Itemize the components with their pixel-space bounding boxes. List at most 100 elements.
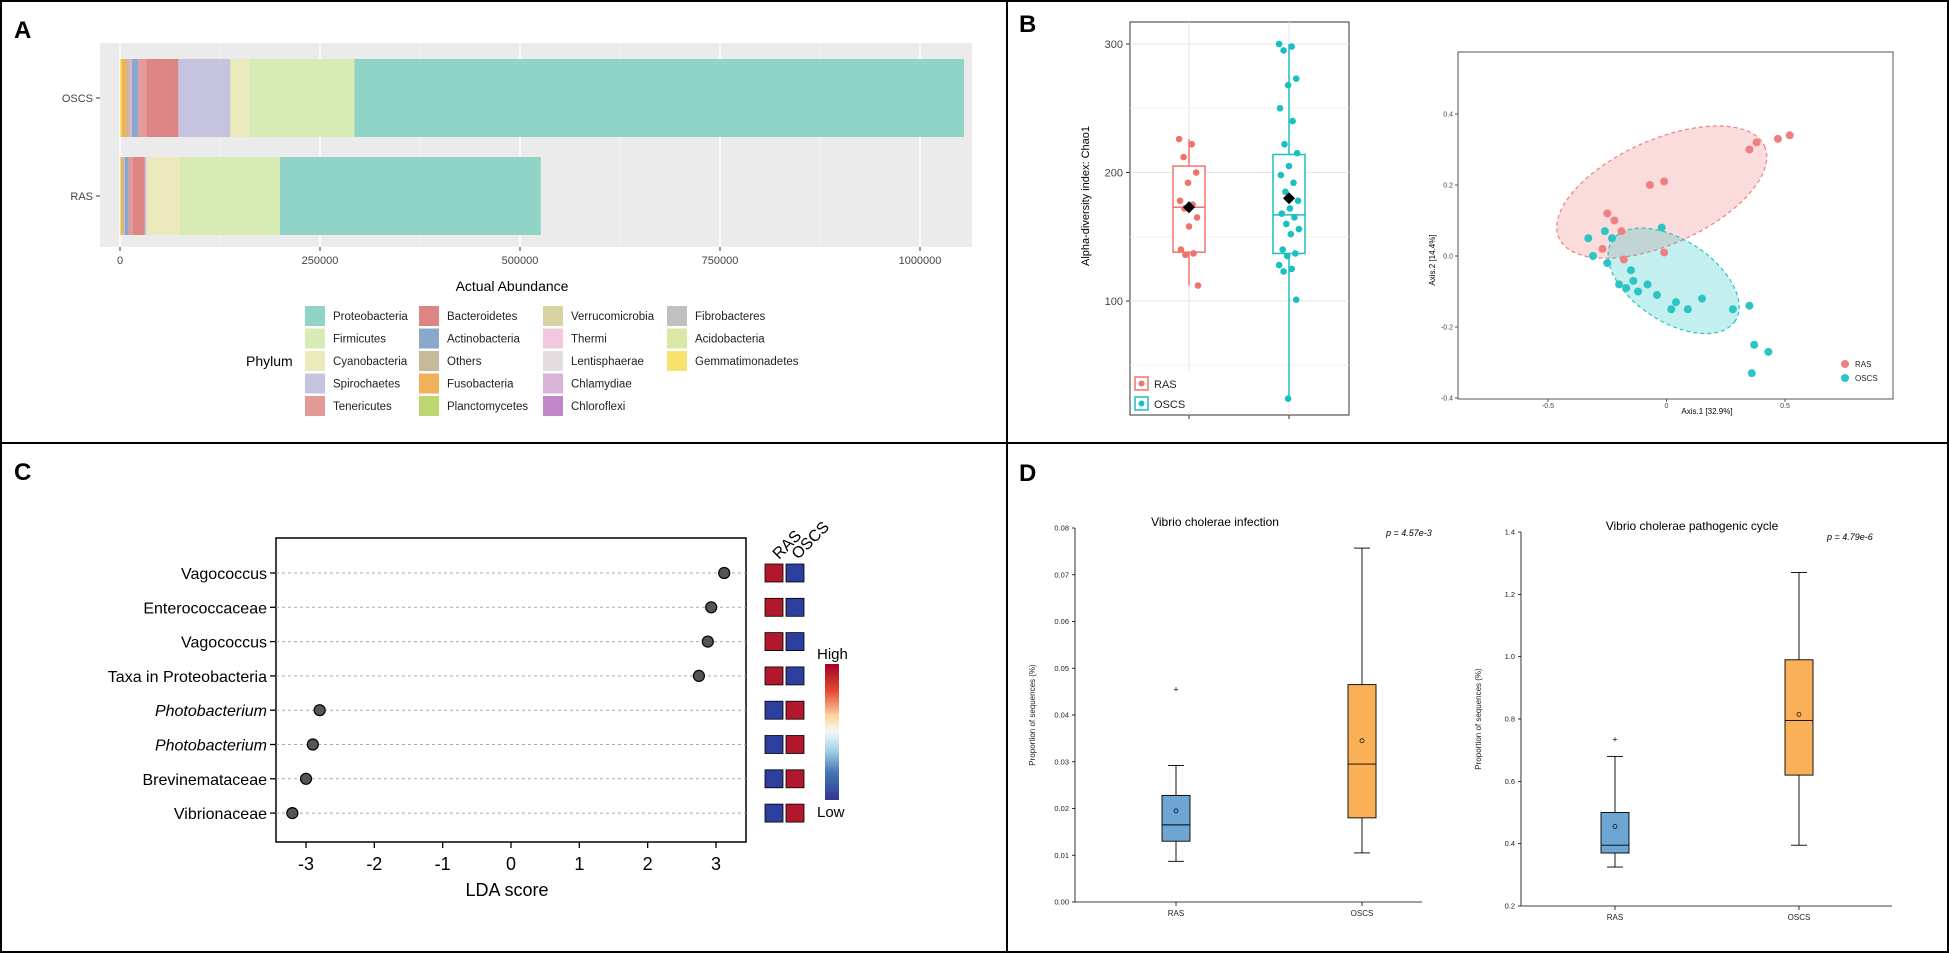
panel-b-pcoa-point-oscs — [1589, 252, 1598, 260]
panel-d-infection-boxplot: 0.00 0.01 0.02 0.03 0.04 0.05 0.06 0.07 0.08 Vibr… — [1028, 515, 1432, 918]
panel-b-alpha-diversity-boxplot: 100 200 300 RAS OSCS Alpha-diversity index: … — [1080, 21, 1350, 419]
panel-c-heat-cell-ras — [764, 597, 784, 617]
panel-d-tick-label: 0.00 — [1054, 898, 1069, 907]
panel-b-legend-label: OSCS — [1154, 399, 1185, 411]
panel-a-legend-swatch — [543, 328, 563, 349]
panel-d-outlier-marker: + — [1173, 684, 1178, 694]
panel-c-heat-cell-ras — [764, 700, 784, 720]
panel-b-pcoa-point-oscs — [1698, 294, 1707, 303]
panel-b-pcoa-tick-label: -0.5 — [1542, 403, 1554, 410]
panel-b-pcoa-scatter: -0.5 0 0.5 -0.4 -0.2 0.0 0.2 0.4 RAS OSCS Axis.1 … — [1428, 51, 1894, 416]
panel-a-legend-swatch — [543, 373, 563, 394]
panel-b-y-axis-title: Alpha-diversity index: Chao1 — [1080, 126, 1092, 266]
panel-a-bar-segment-fusobacteria — [120, 157, 123, 235]
panel-c-heat-cell-oscs — [785, 632, 805, 651]
panel-c-heat-cell-ras — [764, 769, 784, 789]
panel-a-legend-swatch — [419, 396, 439, 416]
panel-b-pcoa-tick-label: -0.2 — [1441, 325, 1453, 332]
panel-a-legend-swatch — [667, 328, 687, 349]
panel-a-legend-label: Planctomycetes — [447, 401, 528, 413]
panel-c-lda-point — [313, 704, 326, 717]
panel-b-point — [1276, 104, 1284, 112]
panel-c-lda-point — [701, 635, 714, 648]
panel-c-heat-cell-oscs — [785, 597, 805, 617]
panel-b-point — [1292, 296, 1300, 304]
panel-a-legend-swatch — [419, 373, 439, 394]
panel-d-mean-marker — [1796, 711, 1802, 717]
panel-c-lda-point — [692, 669, 706, 683]
panel-d-pvalue: p = 4.79e-6 — [1826, 532, 1873, 542]
panel-b-point — [1193, 214, 1201, 221]
panel-b-legend-key-point — [1138, 380, 1145, 387]
panel-a-bar-segment-gemmatimonadetes — [120, 59, 122, 137]
panel-d-box-oscs — [1347, 684, 1377, 819]
panel-b-point — [1291, 214, 1298, 221]
panel-b-pcoa-point-oscs — [1747, 369, 1756, 378]
panel-c-heat-cell-oscs — [785, 735, 805, 754]
panel-b-legend-label: RAS — [1154, 379, 1177, 391]
panel-b-pcoa-legend-label: OSCS — [1855, 374, 1878, 383]
panel-b-pcoa-point-oscs — [1626, 266, 1635, 275]
panel-b-tick-label: 100 — [1105, 296, 1123, 308]
panel-d-tick-label: 0.02 — [1054, 804, 1069, 813]
panel-c-tick-label: -1 — [435, 854, 451, 874]
panel-c-lda-point — [306, 738, 319, 751]
panel-a-bar-segment-gemmatimonadetes — [120, 157, 121, 235]
panel-b-pcoa-point-oscs — [1634, 287, 1643, 296]
panel-d-mean-marker — [1612, 824, 1618, 829]
panel-b-point — [1278, 210, 1286, 217]
panel-a-bar-segment-firmicutes — [248, 59, 355, 137]
panel-b-point — [1282, 188, 1289, 196]
panel-a-bar-segment-bacteroidetes — [132, 157, 145, 235]
panel-letter-a: A — [14, 17, 31, 44]
panel-b-point — [1292, 75, 1300, 82]
panel-a-legend-swatch — [419, 306, 439, 326]
panel-b-pcoa-point-oscs — [1750, 340, 1759, 349]
panel-b-pcoa-point-ras — [1752, 138, 1761, 147]
panel-b-pcoa-point-oscs — [1745, 301, 1754, 310]
panel-a-legend-label: Bacteroidetes — [447, 311, 518, 323]
panel-b-pcoa-point-oscs — [1615, 280, 1624, 289]
panel-b-pcoa-legend-label: RAS — [1855, 360, 1871, 369]
panel-b-pcoa-point-ras — [1660, 248, 1669, 257]
panel-b-pcoa-point-ras — [1617, 227, 1626, 236]
panel-b-point — [1180, 153, 1187, 161]
panel-b-pcoa-legend-key — [1841, 374, 1849, 382]
panel-a-bar-segment-bacteroidetes — [146, 59, 179, 137]
panel-b-pcoa-point-oscs — [1683, 305, 1692, 314]
panel-b-point — [1188, 140, 1195, 148]
panel-c-heat-cell-oscs — [785, 666, 805, 686]
panel-c-feature-label: Photobacterium — [155, 738, 267, 755]
panel-c-heat-cell-ras — [764, 563, 784, 583]
panel-c-feature-label: Brevinemataceae — [142, 772, 267, 789]
panel-d-tick-label: 0.06 — [1054, 617, 1069, 626]
panel-b-pcoa-point-ras — [1645, 181, 1654, 189]
panel-d-tick-label: 0.04 — [1054, 711, 1069, 720]
panel-a-legend-label: Verrucomicrobia — [571, 311, 655, 323]
panel-b-pcoa-point-oscs — [1667, 305, 1676, 314]
panel-b-point — [1275, 261, 1283, 269]
panel-b-pcoa-frame — [1457, 51, 1894, 400]
panel-c-lda-point — [299, 772, 313, 785]
panel-d-tick-label: 0.08 — [1054, 524, 1069, 533]
panel-a-legend-label: Chlamydiae — [571, 379, 632, 391]
panel-b-point — [1294, 197, 1302, 205]
panel-b-pcoa-point-oscs — [1657, 223, 1666, 232]
panel-c-colorbar-low: Low — [817, 804, 845, 821]
panel-a-legend-label: Others — [447, 356, 482, 368]
panel-a-tick-label: 500000 — [502, 255, 539, 267]
panel-b-point — [1286, 205, 1294, 212]
panel-b-mean-marker — [1283, 192, 1295, 205]
panel-c-heat-cell-ras — [764, 666, 784, 686]
panel-b-point — [1177, 246, 1185, 253]
panel-a-bar-segment-chlamydiae — [124, 157, 125, 235]
panel-b-point — [1190, 250, 1197, 257]
panel-a-bar-segment-tenericutes — [128, 157, 133, 235]
panel-b-point — [1284, 81, 1292, 89]
panel-letter-c: C — [14, 459, 31, 486]
panel-c-feature-label: Vibrionaceae — [174, 806, 267, 823]
panel-b-point — [1194, 282, 1202, 289]
panel-a-legend-label: Proteobacteria — [333, 311, 408, 323]
panel-a-legend-label: Tenericutes — [333, 401, 392, 413]
